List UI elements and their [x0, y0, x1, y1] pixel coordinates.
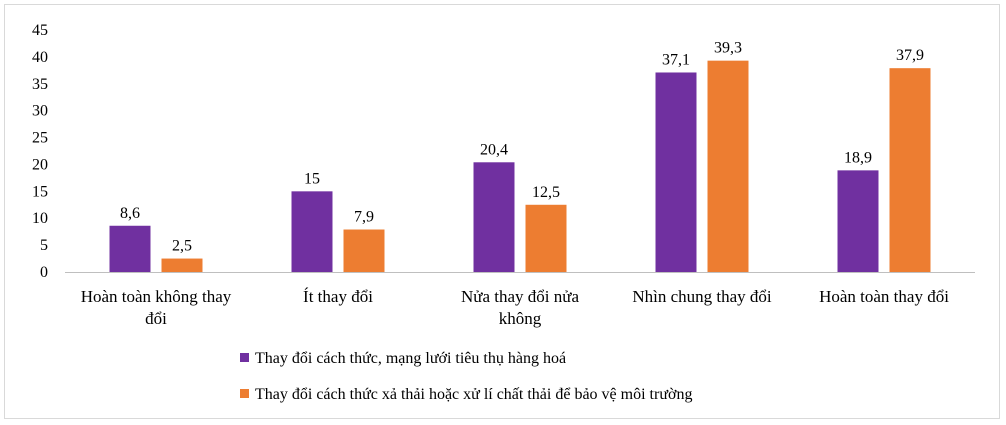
legend: Thay đổi cách thức, mạng lưới tiêu thụ h… — [240, 350, 692, 403]
y-tick-label: 5 — [40, 237, 48, 254]
y-tick-label: 45 — [32, 22, 48, 39]
category-label: Hoàn toàn không thay — [81, 287, 232, 306]
legend-swatch-series-2 — [240, 389, 249, 398]
bar-series-1 — [473, 162, 515, 272]
y-tick-label: 10 — [32, 210, 48, 227]
data-label: 37,1 — [662, 51, 690, 68]
y-tick-label: 15 — [32, 183, 48, 200]
legend-swatch-series-1 — [240, 353, 249, 362]
bar-series-2 — [161, 258, 203, 272]
y-tick-label: 35 — [32, 76, 48, 93]
category-label: Nhìn chung thay đổi — [632, 287, 772, 306]
data-label: 39,3 — [714, 40, 742, 57]
category-label: không — [499, 309, 542, 328]
bar-series-1 — [837, 170, 879, 272]
data-label: 8,6 — [120, 205, 140, 222]
bar-series-2 — [707, 60, 749, 272]
data-label: 7,9 — [354, 209, 374, 226]
data-label: 18,9 — [844, 149, 872, 166]
bar-series-2 — [343, 229, 385, 272]
bars-group — [109, 60, 931, 273]
data-labels-group: 8,6 2,5 15 7,9 20,4 12,5 37,1 39,3 18,9 37,9 — [120, 40, 924, 255]
category-label: đổi — [145, 309, 167, 328]
y-tick-label: 25 — [32, 130, 48, 147]
bar-series-1 — [109, 225, 151, 272]
data-label: 20,4 — [480, 141, 508, 158]
data-label: 37,9 — [896, 47, 924, 64]
legend-label-series-1: Thay đổi cách thức, mạng lưới tiêu thụ h… — [255, 350, 566, 367]
y-tick-label: 0 — [40, 264, 48, 281]
legend-label-series-2: Thay đổi cách thức xả thải hoặc xử lí ch… — [255, 386, 692, 403]
data-label: 15 — [304, 170, 320, 187]
category-labels-group: Hoàn toàn không thay đổi Ít thay đổi Nửa th… — [81, 287, 949, 328]
bar-series-2 — [889, 68, 931, 272]
category-label: Hoàn toàn thay đổi — [819, 287, 949, 306]
category-label: Nửa thay đổi nửa — [461, 287, 579, 306]
bar-series-1 — [655, 72, 697, 273]
data-label: 2,5 — [172, 238, 192, 255]
y-axis: 0 5 10 15 20 25 30 35 40 45 — [32, 22, 975, 281]
y-tick-label: 40 — [32, 49, 48, 66]
y-tick-label: 20 — [32, 156, 48, 173]
y-tick-label: 30 — [32, 103, 48, 120]
data-label: 12,5 — [532, 184, 560, 201]
bar-series-2 — [525, 204, 567, 272]
bar-series-1 — [291, 191, 333, 272]
category-label: Ít thay đổi — [303, 287, 373, 306]
